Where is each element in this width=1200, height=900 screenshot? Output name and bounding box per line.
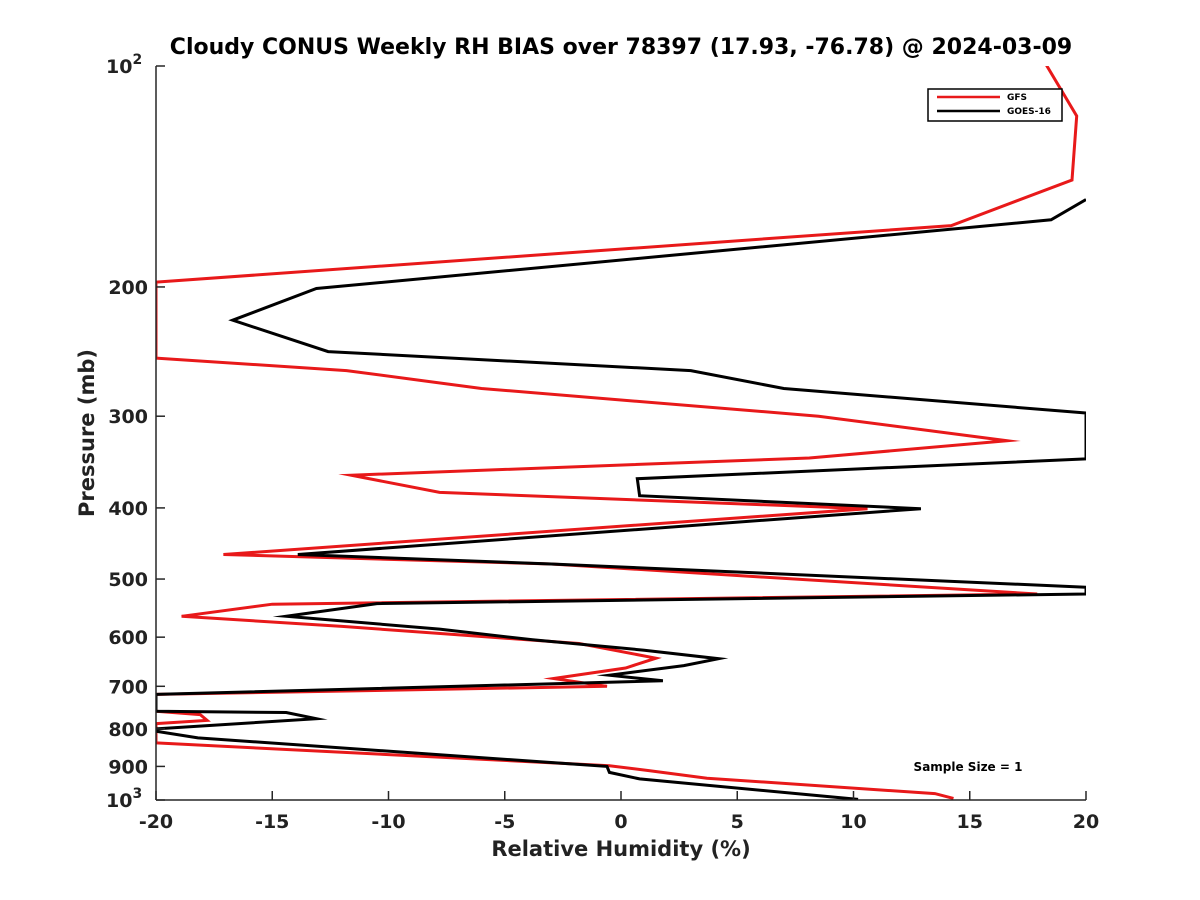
series-line-gfs xyxy=(156,66,1079,800)
y-axis-label: Pressure (mb) xyxy=(75,349,99,517)
x-tick-label: -5 xyxy=(494,811,515,833)
x-tick-label: -20 xyxy=(139,811,173,833)
legend-label: GFS xyxy=(1007,93,1027,103)
y-tick-label: 103 xyxy=(106,786,142,812)
y-tick-label: 300 xyxy=(108,406,148,428)
chart-title: Cloudy CONUS Weekly RH BIAS over 78397 (… xyxy=(170,35,1072,60)
y-tick-label: 600 xyxy=(108,627,148,649)
y-ticks: 102 200 300 400 500 600 700 800 900 103 xyxy=(106,52,165,812)
y-tick-label: 200 xyxy=(108,277,148,299)
x-tick-label: 0 xyxy=(614,811,627,833)
legend-box xyxy=(927,88,1063,122)
series-layer xyxy=(156,66,1086,800)
x-tick-label: -10 xyxy=(371,811,405,833)
legend: GFS GOES-16 xyxy=(927,88,1063,122)
series-line-goes-16 xyxy=(156,198,1086,800)
y-tick-label: 400 xyxy=(108,498,148,520)
y-tick-label: 500 xyxy=(108,569,148,591)
sample-size-annotation: Sample Size = 1 xyxy=(914,760,1023,774)
y-tick-label: 700 xyxy=(108,676,148,698)
y-tick-label: 102 xyxy=(106,52,142,78)
x-tick-label: 20 xyxy=(1073,811,1099,833)
x-tick-label: -15 xyxy=(255,811,289,833)
x-tick-label: 5 xyxy=(731,811,744,833)
x-tick-label: 15 xyxy=(957,811,983,833)
y-tick-label: 900 xyxy=(108,756,148,778)
y-tick-label: 800 xyxy=(108,719,148,741)
x-ticks: -20 -15 -10 -5 0 5 10 15 20 xyxy=(139,791,1099,833)
x-tick-label: 10 xyxy=(840,811,866,833)
legend-label: GOES-16 xyxy=(1007,107,1051,117)
x-axis-label: Relative Humidity (%) xyxy=(491,837,750,861)
